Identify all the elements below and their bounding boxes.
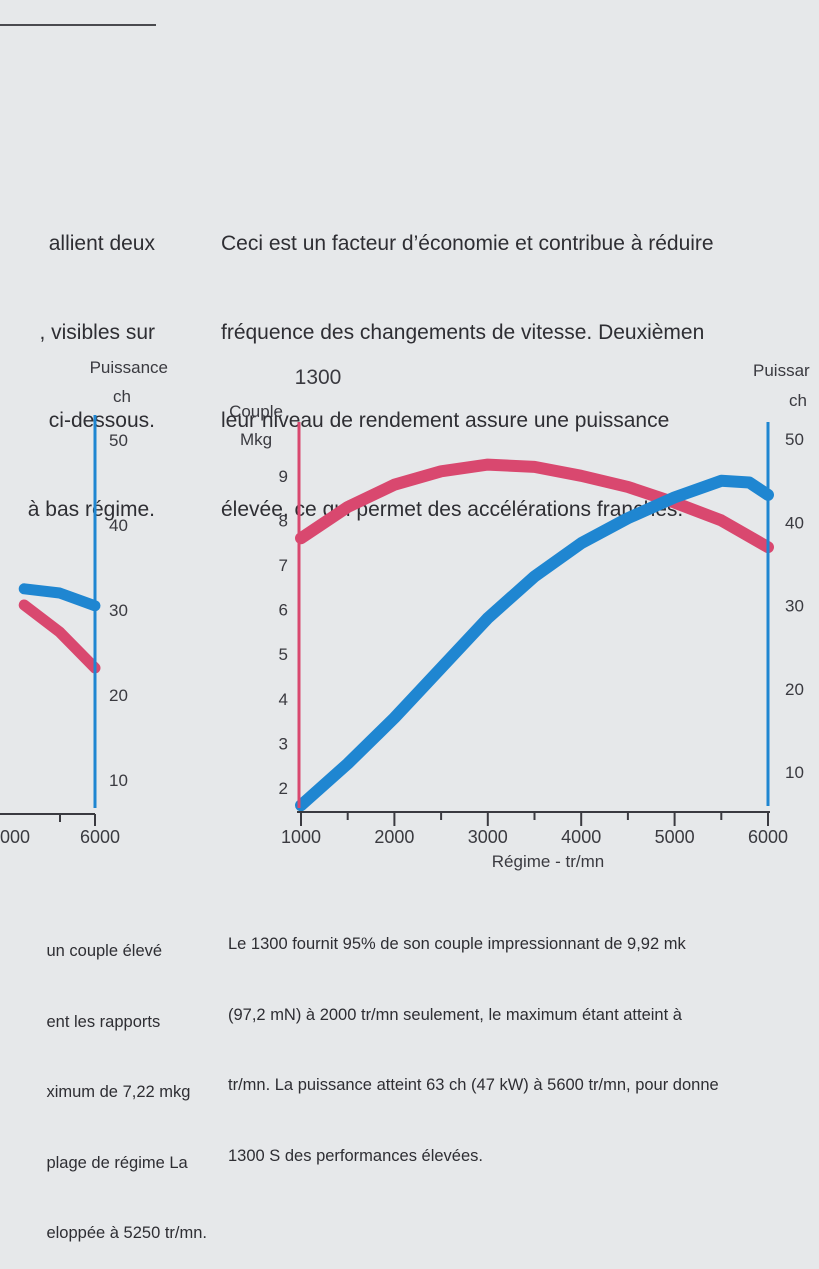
- x-axis-label: Régime - tr/mn: [492, 852, 604, 871]
- x-tick-label: 3000: [468, 827, 508, 847]
- left-x-tick-label: 000: [0, 827, 30, 847]
- y2-axis-unit: ch: [789, 391, 807, 410]
- couple-line: [295, 458, 774, 554]
- caption-left: un couple élevé ent les rapports ximum d…: [46, 893, 207, 1269]
- x-tick-label: 2000: [374, 827, 414, 847]
- x-tick-label: 1000: [281, 827, 321, 847]
- paragraph-right-line: fréquence des changements de vitesse. De…: [221, 320, 705, 344]
- paragraph-left: allient deux , visibles sur ci-dessous. …: [28, 170, 155, 554]
- y-tick-label: 3: [279, 734, 288, 753]
- y2-axis-label: Puissar: [753, 361, 810, 380]
- x-tick-label: 5000: [655, 827, 695, 847]
- left-couple-line: [18, 599, 101, 674]
- y-tick-label: 8: [279, 511, 288, 530]
- chart-title: 1300: [295, 366, 342, 389]
- left-y2-unit: ch: [113, 387, 131, 406]
- y2-tick-label: 30: [785, 597, 804, 616]
- caption-right-line: tr/mn. La puissance atteint 63 ch (47 kW…: [228, 1076, 719, 1094]
- y2-tick-label: 50: [785, 430, 804, 449]
- left-y2-tick-label: 30: [109, 601, 128, 620]
- puissance-line: [295, 474, 774, 812]
- caption-left-line: ximum de 7,22 mkg: [46, 1083, 191, 1101]
- caption-right-line: (97,2 mN) à 2000 tr/mn seulement, le max…: [228, 1005, 682, 1024]
- paragraph-right-line: leur niveau de rendement assure une puis…: [221, 409, 670, 432]
- caption-right: Le 1300 fournit 95% de son couple impres…: [228, 886, 719, 1192]
- left-puissance-line: [18, 583, 101, 612]
- y-tick-label: 7: [279, 556, 288, 575]
- y2-tick-label: 10: [785, 763, 804, 782]
- left-y2-label: Puissance: [90, 358, 168, 377]
- top-rule: [0, 24, 156, 26]
- y-axis-label: Couple: [229, 402, 283, 421]
- y-tick-label: 6: [279, 601, 288, 620]
- left-y2-tick-label: 20: [109, 686, 128, 705]
- paragraph-left-line: à bas régime.: [27, 497, 155, 521]
- y-tick-label: 9: [279, 467, 288, 486]
- left-x-tick-label: 6000: [80, 827, 120, 847]
- y2-tick-label: 20: [785, 680, 804, 699]
- x-tick-label: 4000: [561, 827, 601, 847]
- y2-tick-label: 40: [785, 513, 804, 532]
- caption-right-line: Le 1300 fournit 95% de son couple impres…: [228, 935, 686, 953]
- x-tick-label: 6000: [748, 827, 788, 847]
- left-y2-tick-label: 50: [109, 431, 128, 450]
- y-axis-unit: Mkg: [240, 430, 272, 449]
- paragraph-left-line: allient deux: [48, 232, 155, 255]
- caption-left-line: un couple élevé: [46, 942, 163, 960]
- left-y2-tick-label: 10: [109, 771, 128, 790]
- caption-left-line: ent les rapports: [46, 1012, 161, 1031]
- paragraph-left-line: ci-dessous.: [48, 409, 155, 432]
- paragraph-left-line: , visibles sur: [39, 320, 155, 344]
- left-y2-tick-label: 40: [109, 516, 128, 535]
- y-tick-label: 5: [279, 645, 288, 664]
- y-tick-label: 2: [279, 779, 288, 798]
- paragraph-right: Ceci est un facteur d’économie et contri…: [221, 170, 714, 554]
- paragraph-right-line: Ceci est un facteur d’économie et contri…: [221, 232, 714, 255]
- caption-left-line: eloppée à 5250 tr/mn.: [46, 1224, 207, 1242]
- caption-right-line: 1300 S des performances élevées.: [228, 1146, 483, 1165]
- y-tick-label: 4: [279, 690, 288, 709]
- caption-left-line: plage de régime La: [46, 1153, 188, 1172]
- charts: 10 20 30 40 50 Puissance ch 000 6000 1300 Couple Mk…: [0, 358, 810, 871]
